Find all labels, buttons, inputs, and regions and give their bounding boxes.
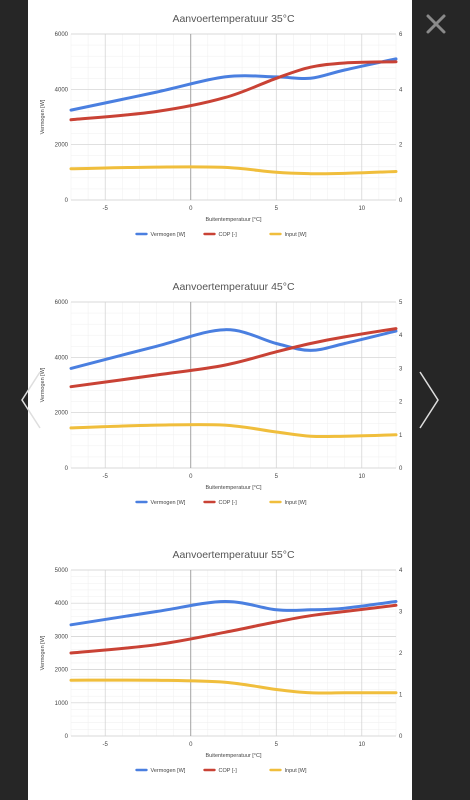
legend-label: Vermogen [W] [151,232,186,238]
y2-axis-title: COP [-] [411,108,412,127]
y2-tick-label: 0 [399,734,403,740]
y2-tick-label: 0 [399,466,403,472]
y-tick-label: 0 [65,734,69,740]
y2-tick-label: 6 [399,32,403,38]
legend-label: Input [W] [285,232,307,238]
legend-label: COP [-] [219,768,238,774]
x-tick-label: 10 [358,474,365,480]
x-axis-title: Buitentemperatuur [°C] [205,753,261,759]
y-tick-label: 2000 [55,668,69,674]
chevron-right-icon [419,371,439,429]
close-button[interactable] [422,10,450,38]
legend-item[interactable]: Input [W] [269,500,307,506]
x-axis-title: Buitentemperatuur [°C] [205,485,261,491]
y2-tick-label: 5 [399,300,403,306]
y-tick-label: 0 [65,466,69,472]
y2-tick-label: 2 [399,143,403,149]
y2-tick-label: 4 [399,568,403,574]
legend-item[interactable]: Vermogen [W] [135,768,186,774]
series-line-1 [69,60,398,122]
minor-grid [70,301,397,469]
legend-label: Input [W] [285,768,307,774]
y2-tick-label: 0 [399,198,403,204]
legend-label: COP [-] [219,500,238,506]
y2-tick-label: 2 [399,651,403,657]
legend-label: Vermogen [W] [151,500,186,506]
x-tick-label: 0 [189,742,193,748]
series-line-0 [69,57,398,112]
y-tick-label: 0 [65,198,69,204]
legend-item[interactable]: Vermogen [W] [135,232,186,238]
legend-label: COP [-] [219,232,238,238]
x-tick-label: -5 [103,474,109,480]
y-tick-label: 6000 [55,300,69,306]
x-tick-label: 5 [275,742,279,748]
chart-45c: Aanvoertemperatuur 45°C 0 2000 4000 6000 0 1 2 3… [40,281,412,506]
x-tick-label: 10 [358,742,365,748]
x-tick-label: 0 [189,206,193,212]
x-tick-label: 0 [189,474,193,480]
series-line-2 [69,678,398,695]
next-image-button[interactable] [414,368,444,432]
y-axis-title: Vermogen [W] [40,99,46,134]
y2-tick-label: 3 [399,610,403,616]
y2-tick-label: 1 [399,693,403,699]
x-tick-label: 10 [358,206,365,212]
y-tick-label: 2000 [55,411,69,417]
x-tick-label: 5 [275,206,279,212]
y-tick-label: 5000 [55,568,69,574]
x-axis-title: Buitentemperatuur [°C] [205,217,261,223]
y2-tick-label: 1 [399,433,403,439]
y2-axis-title: COP [-] [411,644,412,663]
y-tick-label: 3000 [55,634,69,640]
y-tick-label: 2000 [55,143,69,149]
chart-35c: Aanvoertemperatuur 35°C 0 2000 4000 6000 0 2 4 6… [40,13,412,238]
series-line-1 [69,603,398,655]
y-tick-label: 1000 [55,701,69,707]
y2-tick-label: 4 [399,87,403,93]
chart-title: Aanvoertemperatuur 35°C [172,13,295,25]
y2-tick-label: 3 [399,366,403,372]
series-line-2 [69,165,398,176]
legend-item[interactable]: COP [-] [203,232,238,238]
legend-item[interactable]: COP [-] [203,500,238,506]
y2-axis-title: COP [-] [411,376,412,395]
y2-tick-label: 4 [399,333,403,339]
legend-item[interactable]: COP [-] [203,768,238,774]
chart-title: Aanvoertemperatuur 45°C [172,281,295,293]
chart-title: Aanvoertemperatuur 55°C [172,549,295,561]
legend-label: Vermogen [W] [151,768,186,774]
legend-item[interactable]: Input [W] [269,768,307,774]
legend-item[interactable]: Input [W] [269,232,307,238]
legend-label: Input [W] [285,500,307,506]
image-sheet: Aanvoertemperatuur 35°C 0 2000 4000 6000 0 2 4 6… [28,0,412,800]
y-axis-title: Vermogen [W] [40,367,46,402]
previous-image-button[interactable] [16,368,46,432]
x-tick-label: 5 [275,474,279,480]
series-line-1 [69,327,398,389]
series-line-2 [69,423,398,439]
x-tick-label: -5 [103,206,109,212]
minor-grid [70,569,397,737]
series-line-0 [69,328,398,370]
chart-55c: Aanvoertemperatuur 55°C01000200030004000… [40,549,412,774]
y-tick-label: 6000 [55,32,69,38]
y-axis-title: Vermogen [W] [40,635,46,670]
y2-tick-label: 2 [399,400,403,406]
y-tick-label: 4000 [55,601,69,607]
chevron-left-icon [21,371,41,429]
y-tick-label: 4000 [55,355,69,361]
series-line-0 [69,599,398,627]
legend-item[interactable]: Vermogen [W] [135,500,186,506]
x-tick-label: -5 [103,742,109,748]
y-tick-label: 4000 [55,87,69,93]
close-x-icon [426,14,446,34]
